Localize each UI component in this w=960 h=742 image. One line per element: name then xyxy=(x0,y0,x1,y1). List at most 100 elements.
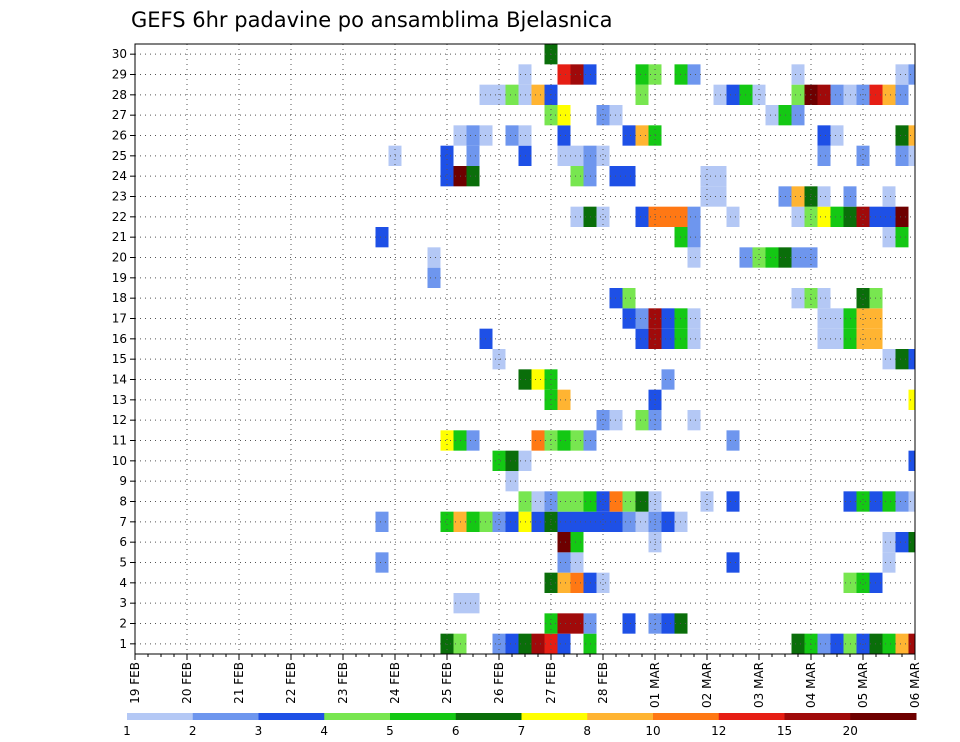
heatmap-cell xyxy=(635,328,649,349)
y-tick-label: 29 xyxy=(112,68,127,82)
heatmap-cell xyxy=(440,145,454,166)
heatmap-cell xyxy=(531,430,545,451)
heatmap-cell xyxy=(596,206,610,227)
heatmap-cell xyxy=(440,166,454,187)
heatmap-cell xyxy=(791,633,805,654)
y-tick-label: 16 xyxy=(112,332,127,346)
colorbar-swatch xyxy=(850,713,917,720)
heatmap-cell xyxy=(895,532,909,553)
heatmap-cell xyxy=(570,64,584,85)
heatmap-cell xyxy=(596,511,610,532)
heatmap-cell xyxy=(661,206,675,227)
y-tick-label: 17 xyxy=(112,312,127,326)
heatmap-cell xyxy=(856,288,870,309)
heatmap-cell xyxy=(570,572,584,593)
heatmap-cell xyxy=(505,450,519,471)
heatmap-cell xyxy=(895,633,909,654)
heatmap-cell xyxy=(791,105,805,126)
heatmap-cell xyxy=(908,450,915,471)
heatmap-cell xyxy=(817,308,831,329)
colorbar: 1 2 3 4 5 6 7 8 10 12 15 20 xyxy=(123,713,917,738)
colorbar-swatch xyxy=(587,713,654,720)
heatmap-cell xyxy=(492,450,506,471)
heatmap-cell xyxy=(856,145,870,166)
heatmap-cell xyxy=(570,511,584,532)
heatmap-cell xyxy=(557,430,571,451)
heatmap-cell xyxy=(427,267,441,288)
heatmap-cell xyxy=(791,247,805,268)
y-tick-label: 27 xyxy=(112,108,127,122)
heatmap-cell xyxy=(596,491,610,512)
heatmap-cell xyxy=(908,389,915,410)
heatmap-cell xyxy=(791,288,805,309)
heatmap-cell xyxy=(817,84,831,105)
y-tick-label: 22 xyxy=(112,210,127,224)
colorbar-label: 5 xyxy=(386,724,394,738)
heatmap-cell xyxy=(622,491,636,512)
heatmap-cell xyxy=(700,166,714,187)
heatmap-cell xyxy=(505,633,519,654)
heatmap-cell xyxy=(622,288,636,309)
x-tick-label: 28 FEB xyxy=(596,662,610,704)
heatmap-cell xyxy=(635,410,649,431)
heatmap-cell xyxy=(661,328,675,349)
heatmap-cell xyxy=(557,64,571,85)
heatmap-cell xyxy=(557,511,571,532)
colorbar-swatch xyxy=(521,713,588,720)
heatmap-cell xyxy=(895,64,909,85)
x-tick-label: 19 FEB xyxy=(128,662,142,704)
y-tick-label: 13 xyxy=(112,393,127,407)
heatmap-cell xyxy=(830,206,844,227)
heatmap-cell xyxy=(908,145,915,166)
heatmap-cell xyxy=(895,206,909,227)
heatmap-cell xyxy=(895,349,909,370)
y-tick-label: 21 xyxy=(112,230,127,244)
y-tick-label: 28 xyxy=(112,88,127,102)
heatmap-cell xyxy=(596,145,610,166)
colorbar-label: 6 xyxy=(452,724,460,738)
heatmap-cell xyxy=(531,369,545,390)
heatmap-cell xyxy=(856,206,870,227)
x-tick-label: 06 MAR xyxy=(908,662,922,708)
heatmap-cell xyxy=(570,206,584,227)
y-tick-label: 6 xyxy=(119,535,127,549)
heatmap-cell xyxy=(882,491,896,512)
heatmap-cell xyxy=(856,572,870,593)
y-tick-label: 3 xyxy=(119,596,127,610)
colorbar-swatch xyxy=(718,713,785,720)
y-tick-label: 11 xyxy=(112,434,127,448)
x-tick-label: 03 MAR xyxy=(752,662,766,708)
heatmap-cell xyxy=(622,511,636,532)
heatmap-cell xyxy=(596,410,610,431)
heatmap-cell xyxy=(466,166,480,187)
heatmap-cell xyxy=(531,633,545,654)
colorbar-label: 20 xyxy=(843,724,858,738)
y-tick-label: 5 xyxy=(119,556,127,570)
y-tick-label: 12 xyxy=(112,413,127,427)
colorbar-swatch xyxy=(784,713,851,720)
heatmap-cell xyxy=(908,532,915,553)
heatmap-cell xyxy=(661,511,675,532)
heatmap-cell xyxy=(687,64,701,85)
heatmap-cell xyxy=(830,633,844,654)
heatmap-cell xyxy=(622,308,636,329)
y-tick-label: 10 xyxy=(112,454,127,468)
heatmap-cell xyxy=(882,227,896,248)
heatmap-cell xyxy=(687,328,701,349)
heatmap-cell xyxy=(570,613,584,634)
heatmap-cell xyxy=(687,410,701,431)
heatmap-cell xyxy=(908,491,915,512)
heatmap-cell xyxy=(531,491,545,512)
heatmap-cell xyxy=(440,430,454,451)
heatmap-cells xyxy=(375,44,915,654)
heatmap-cell xyxy=(492,633,506,654)
heatmap-cell xyxy=(687,227,701,248)
heatmap-cell xyxy=(622,166,636,187)
x-tick-label: 26 FEB xyxy=(492,662,506,704)
heatmap-cell xyxy=(726,84,740,105)
heatmap-cell xyxy=(882,206,896,227)
heatmap-cell xyxy=(635,206,649,227)
colorbar-swatch xyxy=(390,713,457,720)
heatmap-cell xyxy=(635,125,649,146)
